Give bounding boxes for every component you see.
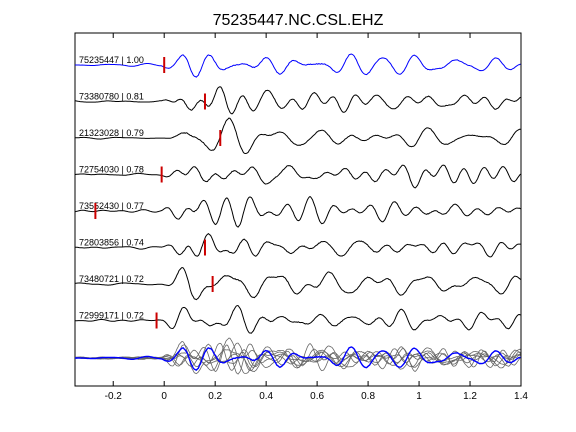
trace-line: [75, 53, 521, 78]
stack-reference-line: [75, 346, 521, 371]
trace-line: [74, 266, 521, 301]
trace-2: 73380780 | 0.81: [74, 86, 521, 115]
x-axis: -0.2 0 0.2 0.4 0.6 0.8 1 1.2 1.4: [105, 33, 528, 402]
trace-1: 75235447 | 1.00: [75, 53, 521, 78]
x-tick-label: 1.2: [463, 391, 477, 402]
trace-line: [75, 117, 521, 155]
trace-line: [74, 196, 521, 228]
trace-6: 72803856 | 0.74: [75, 232, 521, 258]
trace-label: 73380780 | 0.81: [79, 92, 144, 102]
trace-label: 21323028 | 0.79: [79, 128, 144, 138]
trace-label: 72999171 | 0.72: [79, 311, 144, 321]
x-tick-label: 1: [416, 391, 422, 402]
stack-overlay: [74, 337, 521, 375]
x-tick-label: 0.6: [310, 391, 324, 402]
trace-line: [74, 86, 521, 115]
x-tick-label: 0.8: [361, 391, 375, 402]
trace-label: 75235447 | 1.00: [79, 55, 144, 65]
x-tick-label: 0.2: [208, 391, 222, 402]
plot-frame: [74, 32, 522, 387]
trace-4: 72754030 | 0.78: [74, 164, 521, 189]
trace-label: 72754030 | 0.78: [79, 165, 144, 175]
x-tick-label: 0.4: [259, 391, 273, 402]
trace-line: [74, 164, 521, 189]
traces-layer: 75235447 | 1.00 73380780 | 0.81 21323028 |…: [74, 53, 521, 334]
trace-8: 72999171 | 0.72: [75, 305, 521, 334]
x-tick-label: 0: [161, 391, 167, 402]
trace-label: 73552430 | 0.77: [79, 201, 144, 211]
trace-7: 73480721 | 0.72: [74, 266, 521, 301]
trace-line: [75, 305, 521, 334]
chart-title: 75235447.NC.CSL.EHZ: [213, 12, 384, 29]
x-tick-label: -0.2: [105, 391, 123, 402]
trace-line: [75, 232, 521, 258]
trace-3: 21323028 | 0.79: [75, 117, 521, 155]
x-tick-label: 1.4: [514, 391, 528, 402]
stack-overlay-line: [74, 342, 521, 371]
trace-label: 72803856 | 0.74: [79, 238, 144, 248]
trace-label: 73480721 | 0.72: [79, 274, 144, 284]
trace-5: 73552430 | 0.77: [74, 196, 521, 228]
